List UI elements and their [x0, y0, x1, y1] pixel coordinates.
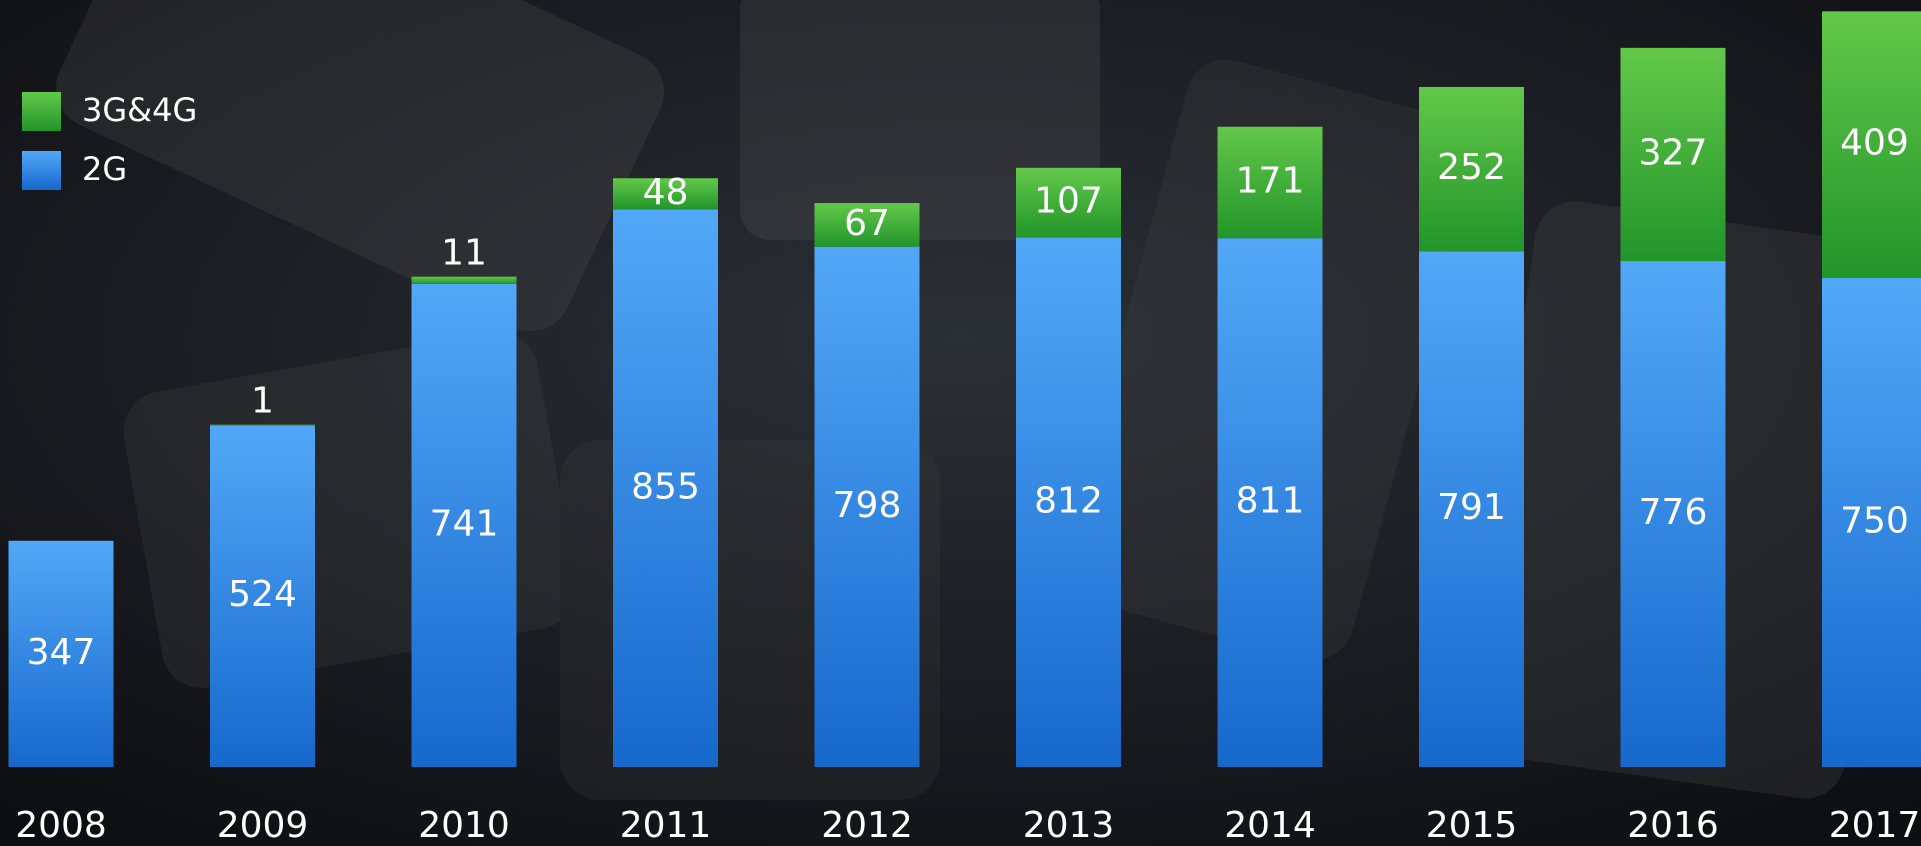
data-label: 791 [1437, 487, 1506, 528]
bar-segment [411, 276, 517, 284]
data-label: 750 [1840, 501, 1909, 542]
x-tick-label: 2008 [15, 805, 107, 846]
bar-segment [1419, 86, 1524, 252]
x-tick-label: 2013 [1023, 805, 1115, 846]
x-tick-label: 2012 [821, 805, 913, 846]
bar-segment [1620, 261, 1726, 767]
data-label: 347 [27, 632, 96, 673]
data-label: 855 [631, 466, 700, 507]
bar-segment [210, 424, 315, 426]
data-label: 776 [1639, 492, 1708, 533]
data-label: 327 [1639, 132, 1708, 173]
plot: 347 2008 524 1 2009 741 11 2010 855 48 2011 798 67 20… [8, 11, 1921, 846]
data-label: 1 [251, 381, 274, 422]
bar-segment [1217, 238, 1323, 767]
x-tick-label: 2014 [1224, 805, 1316, 846]
bar-segment [1016, 167, 1121, 238]
data-label: 811 [1236, 481, 1305, 522]
legend-label: 3G&4G [82, 91, 197, 129]
bar-segment [613, 209, 718, 768]
legend-label: 2G [82, 150, 127, 188]
data-label: 48 [643, 172, 689, 213]
bar-segment [1822, 278, 1921, 767]
x-tick-label: 2010 [418, 805, 510, 846]
bar-segment [210, 425, 315, 767]
x-tick-label: 2015 [1426, 805, 1518, 846]
bar-segment [1620, 47, 1726, 262]
legend-swatch [22, 151, 61, 190]
bar-segment [1822, 11, 1921, 278]
legend-swatch [22, 92, 61, 131]
bar-segment [613, 178, 718, 210]
data-label: 107 [1034, 181, 1103, 222]
bar-segment [411, 283, 517, 767]
data-label: 812 [1034, 480, 1103, 521]
bar-segment [1217, 126, 1323, 239]
bar-segment [1016, 237, 1121, 768]
bar-segment [8, 540, 114, 767]
data-label: 409 [1840, 123, 1909, 164]
x-tick-label: 2009 [217, 805, 309, 846]
x-tick-label: 2016 [1627, 805, 1719, 846]
data-label: 11 [441, 233, 487, 274]
data-label: 524 [228, 574, 297, 615]
data-label: 798 [833, 485, 902, 526]
bar-segment [1419, 251, 1524, 767]
x-tick-label: 2017 [1829, 805, 1921, 846]
x-tick-label: 2011 [620, 805, 712, 846]
data-label: 67 [844, 203, 890, 244]
data-label: 252 [1437, 147, 1506, 188]
bar-segment [814, 246, 920, 768]
data-label: 171 [1236, 160, 1305, 201]
bar-segment [814, 203, 920, 247]
data-label: 741 [430, 503, 499, 544]
